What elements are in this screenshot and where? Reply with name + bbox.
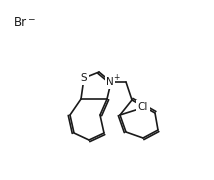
- Text: +: +: [113, 73, 120, 82]
- Text: −: −: [27, 15, 34, 24]
- Text: N: N: [106, 77, 114, 87]
- Text: S: S: [81, 73, 87, 83]
- Text: Br: Br: [14, 15, 27, 28]
- Text: Cl: Cl: [138, 102, 148, 112]
